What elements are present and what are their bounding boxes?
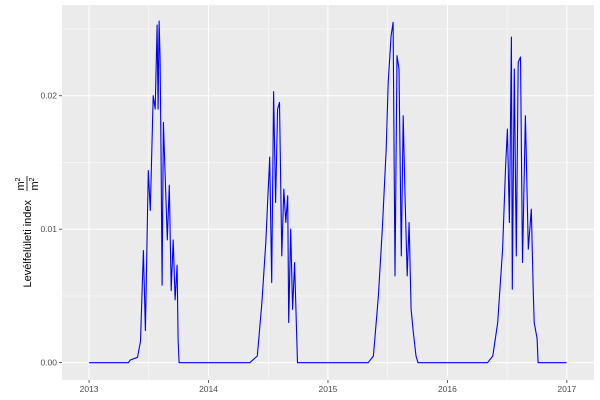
y-tick-label: 0.01 xyxy=(40,224,57,234)
series-line xyxy=(89,20,567,364)
y-tick-label: 0.00 xyxy=(40,358,57,368)
x-tick-label: 2016 xyxy=(438,384,457,394)
y-tick-label: 0.02 xyxy=(40,91,57,101)
x-tick-label: 2013 xyxy=(80,384,99,394)
x-axis: 2013 2014 2015 2016 2017 xyxy=(80,380,577,394)
x-tick-label: 2017 xyxy=(557,384,576,394)
x-tick-label: 2015 xyxy=(319,384,338,394)
y-axis: 0.00 0.01 0.02 xyxy=(40,91,62,368)
y-axis-title: Levélfelületi index m2 m2 xyxy=(15,176,41,287)
y-axis-label: Levélfelületi index xyxy=(22,200,34,288)
major-gridlines xyxy=(62,5,594,380)
y-unit-numerator: m2 xyxy=(15,177,27,190)
y-unit-denominator: m2 xyxy=(29,177,41,190)
x-tick-label: 2014 xyxy=(199,384,218,394)
